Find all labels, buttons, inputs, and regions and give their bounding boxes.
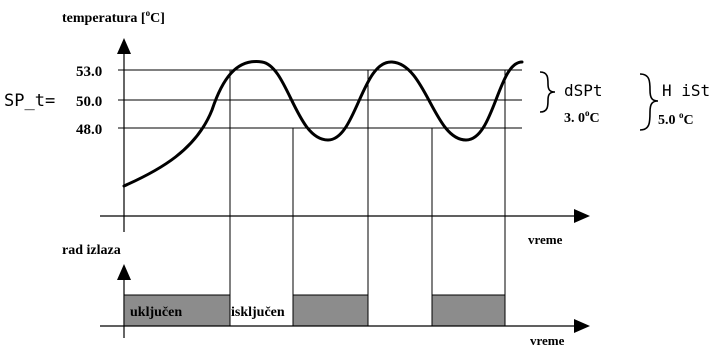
y-axis-title: temperatura [oC] bbox=[62, 8, 165, 26]
dspt-brace bbox=[539, 71, 556, 113]
temperature-chart: temperatura [oC] vreme 53.0 SP_t= 50.0 4… bbox=[4, 8, 710, 326]
state-label-on: uključen bbox=[130, 305, 182, 320]
dspt-label: dSPt bbox=[564, 81, 603, 100]
level-label-50: 50.0 bbox=[76, 94, 102, 110]
level-label-53: 53.0 bbox=[76, 64, 102, 80]
hist-brace bbox=[639, 73, 659, 131]
output-x-axis-label-vreme: vreme bbox=[530, 333, 565, 347]
level-label-48: 48.0 bbox=[76, 122, 102, 138]
output-chart: rad izlaza vreme uključen isključen bbox=[62, 243, 590, 347]
output-x-axis-arrowhead bbox=[574, 319, 590, 333]
output-y-axis-arrowhead bbox=[117, 264, 131, 280]
x-axis-arrowhead bbox=[574, 209, 590, 223]
x-axis-label-vreme: vreme bbox=[528, 232, 563, 247]
output-axis-title: rad izlaza bbox=[62, 243, 121, 258]
hist-label: H iSt bbox=[662, 81, 710, 100]
dspt-value: 3. 0oC bbox=[564, 108, 600, 126]
temperature-curve bbox=[122, 60, 524, 188]
output-on-block-1 bbox=[123, 294, 231, 327]
y-axis-arrowhead bbox=[117, 38, 131, 54]
hist-value: 5.0 oC bbox=[658, 110, 694, 128]
setpoint-prefix-label: SP_t= bbox=[4, 91, 55, 111]
state-label-off: isključen bbox=[231, 305, 285, 320]
output-on-block-2 bbox=[292, 294, 369, 327]
output-on-block-3 bbox=[431, 294, 506, 327]
